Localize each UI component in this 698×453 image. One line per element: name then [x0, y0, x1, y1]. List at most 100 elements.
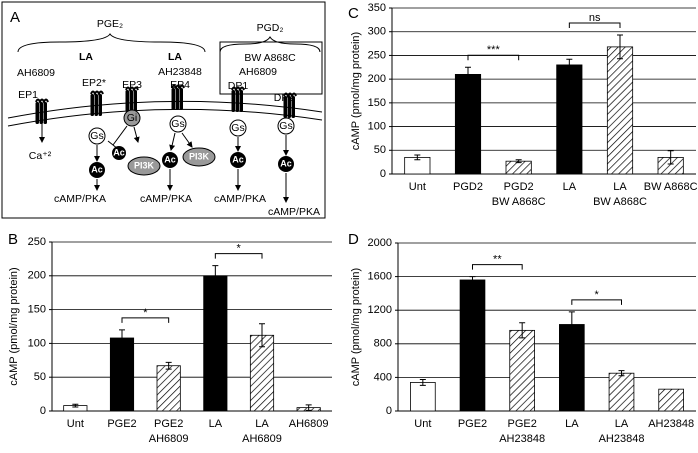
- receptor-label: EP1: [18, 89, 38, 101]
- receptor: [283, 92, 297, 99]
- error-bar: [165, 361, 172, 370]
- bar: [608, 372, 635, 412]
- receptor: [171, 88, 175, 110]
- bar: [459, 279, 486, 412]
- receptors: [35, 84, 297, 124]
- y-tick-label: 0: [40, 405, 46, 417]
- g-protein: [123, 109, 141, 127]
- receptor: [94, 94, 98, 116]
- kinase-label: PI3K: [134, 160, 155, 170]
- y-axis-label: cAMP (pmol/mg protein): [350, 268, 362, 386]
- x-tick-label: PGD2: [453, 181, 483, 193]
- receptor: [43, 102, 47, 124]
- brace: [219, 35, 321, 53]
- y-tick-label: 800: [374, 338, 392, 350]
- x-tick-label: LA: [565, 418, 579, 430]
- significance-label: **: [493, 254, 502, 266]
- receptor: [171, 84, 185, 91]
- receptor: [35, 98, 49, 105]
- bar: [658, 388, 684, 412]
- receptor: [175, 88, 179, 110]
- receptor: [179, 88, 183, 110]
- receptor: [133, 90, 137, 112]
- g-protein-label: Gi: [127, 112, 138, 124]
- significance-bracket: [121, 317, 170, 323]
- error-bar: [568, 311, 575, 338]
- receptor: [90, 90, 104, 97]
- panel-label: B: [8, 231, 18, 248]
- y-tick-label: 250: [28, 236, 46, 248]
- effector: [162, 152, 178, 168]
- output: cAMP/PKA: [54, 193, 106, 205]
- group-box: [219, 41, 323, 95]
- g-protein-label: Gs: [171, 118, 184, 130]
- y-tick-label: 200: [28, 270, 46, 282]
- significance-label: *: [595, 289, 600, 301]
- x-tick-label: Unt: [67, 418, 84, 430]
- g-protein: [169, 115, 187, 133]
- error-bar: [618, 370, 625, 377]
- arrow: [181, 132, 193, 148]
- x-tick-label: PGE2 AH23848: [499, 418, 545, 445]
- effector: [230, 152, 246, 168]
- receptor: [231, 90, 235, 112]
- output: cAMP/PKA: [140, 193, 192, 205]
- bar: [109, 337, 135, 412]
- kinase: [182, 147, 216, 167]
- y-axis-label: cAMP (pmol/mg protein): [8, 267, 20, 385]
- y-tick-label: 150: [368, 97, 386, 109]
- ligand: PGD₂: [257, 22, 284, 34]
- error-bar: [72, 403, 79, 408]
- bar: [454, 74, 482, 175]
- x-tick-label: LA AH23848: [599, 418, 645, 445]
- inhibition: [112, 125, 128, 146]
- effector: [89, 162, 105, 178]
- y-tick-label: 400: [374, 371, 392, 383]
- arrow: [133, 126, 140, 143]
- error-bar: [566, 58, 573, 72]
- receptor: [125, 90, 129, 112]
- significance-label: *: [143, 307, 148, 319]
- g-protein-label: Gs: [90, 130, 103, 142]
- bar: [509, 329, 535, 412]
- effector-label: Ac: [113, 147, 125, 157]
- agonist: BW A868C: [244, 52, 296, 64]
- bar: [203, 275, 228, 412]
- effector-label: Ac: [232, 154, 244, 164]
- y-tick-label: 2000: [368, 237, 392, 249]
- x-tick-label: LA BW A868C: [593, 181, 647, 208]
- g-protein: [229, 119, 247, 137]
- receptor: [125, 86, 139, 93]
- bar: [410, 382, 436, 412]
- significance-bracket: [568, 22, 621, 29]
- x-tick-label: LA: [563, 181, 577, 193]
- receptor: [287, 96, 291, 118]
- significance-bracket: [472, 264, 523, 270]
- g-protein: [88, 127, 106, 145]
- membrane: [7, 108, 323, 127]
- error-bar: [469, 276, 476, 284]
- receptor-label: DP1: [228, 80, 249, 92]
- membrane: [7, 100, 323, 119]
- agonist: LA: [79, 51, 93, 63]
- significance-bracket: [571, 299, 622, 305]
- x-tick-label: AH6809: [289, 418, 329, 430]
- y-tick-label: 100: [368, 120, 386, 132]
- x-tick-label: AH23848: [648, 418, 694, 430]
- panel-label: D: [348, 231, 359, 248]
- y-tick-label: 150: [28, 304, 46, 316]
- diagram: A PGE₂ PGD₂ LA LA BW A868C AH6809 AH2384…: [1, 1, 326, 219]
- significance-bracket: [214, 253, 263, 259]
- significance-bracket: [467, 54, 520, 61]
- error-bar: [414, 154, 421, 161]
- receptor: [283, 96, 287, 118]
- error-bar: [212, 265, 219, 287]
- bar: [606, 46, 634, 175]
- receptor: [231, 86, 245, 93]
- agonist: LA: [168, 51, 182, 63]
- effector-label: Ac: [164, 154, 176, 164]
- y-tick-label: 1200: [368, 304, 392, 316]
